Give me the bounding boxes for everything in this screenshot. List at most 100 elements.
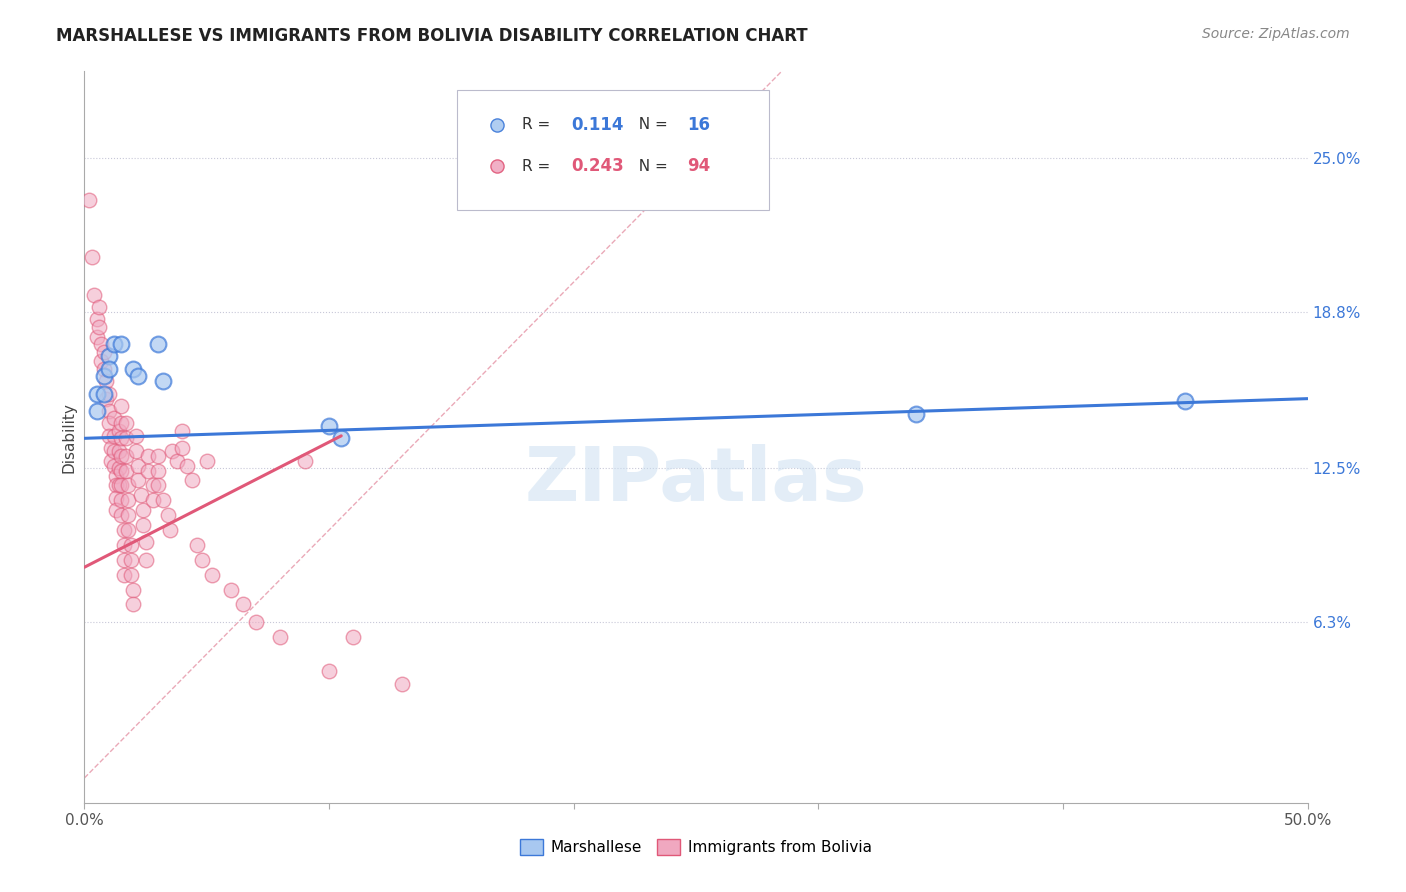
- Text: 16: 16: [688, 116, 710, 134]
- Point: [97, 386, 120, 401]
- Point: [294, 453, 316, 467]
- Point: [110, 431, 132, 445]
- Point: [159, 523, 181, 537]
- Point: [115, 449, 138, 463]
- Point: [97, 404, 120, 418]
- Point: [86, 386, 108, 401]
- Point: [172, 442, 194, 456]
- Point: [97, 362, 120, 376]
- Point: [110, 508, 132, 523]
- Point: [90, 354, 112, 368]
- Point: [195, 453, 218, 467]
- Point: [110, 337, 132, 351]
- Point: [107, 461, 129, 475]
- Point: [132, 503, 155, 517]
- Point: [122, 598, 145, 612]
- Point: [112, 538, 135, 552]
- Point: [186, 538, 208, 552]
- Text: MARSHALLESE VS IMMIGRANTS FROM BOLIVIA DISABILITY CORRELATION CHART: MARSHALLESE VS IMMIGRANTS FROM BOLIVIA D…: [56, 27, 808, 45]
- Point: [107, 478, 129, 492]
- Text: R =: R =: [522, 117, 555, 132]
- Point: [105, 491, 128, 505]
- Point: [110, 417, 132, 431]
- Point: [103, 443, 125, 458]
- Point: [127, 369, 149, 384]
- Point: [105, 503, 128, 517]
- Point: [245, 615, 267, 629]
- Point: [96, 374, 118, 388]
- Text: Source: ZipAtlas.com: Source: ZipAtlas.com: [1202, 27, 1350, 41]
- Point: [200, 567, 222, 582]
- Point: [135, 535, 157, 549]
- Point: [87, 300, 110, 314]
- Point: [176, 458, 198, 473]
- Point: [117, 478, 139, 492]
- Point: [136, 449, 159, 463]
- Point: [110, 399, 132, 413]
- Point: [80, 250, 103, 264]
- Point: [97, 350, 120, 364]
- Point: [132, 518, 155, 533]
- Point: [162, 443, 184, 458]
- Point: [83, 287, 105, 301]
- Point: [318, 418, 340, 433]
- Point: [152, 374, 174, 388]
- Point: [117, 523, 139, 537]
- Text: 94: 94: [688, 158, 710, 176]
- Point: [146, 449, 169, 463]
- Point: [269, 630, 291, 644]
- Point: [103, 458, 125, 473]
- Point: [122, 362, 145, 376]
- Point: [86, 312, 108, 326]
- Point: [232, 598, 254, 612]
- Point: [107, 443, 129, 458]
- Point: [100, 442, 122, 456]
- Point: [112, 553, 135, 567]
- Point: [156, 508, 179, 523]
- Point: [110, 464, 132, 478]
- Point: [86, 329, 108, 343]
- Point: [146, 478, 169, 492]
- Point: [110, 449, 132, 463]
- Point: [127, 458, 149, 473]
- Text: R =: R =: [522, 159, 555, 174]
- Point: [1174, 394, 1197, 409]
- Text: 0.243: 0.243: [571, 158, 624, 176]
- Point: [342, 630, 364, 644]
- Y-axis label: Disability: Disability: [60, 401, 76, 473]
- Text: ZIPatlas: ZIPatlas: [524, 444, 868, 517]
- Point: [166, 453, 188, 467]
- Point: [93, 369, 115, 384]
- Point: [152, 493, 174, 508]
- Point: [146, 464, 169, 478]
- Point: [77, 194, 100, 208]
- Legend: Marshallese, Immigrants from Bolivia: Marshallese, Immigrants from Bolivia: [515, 833, 877, 861]
- Point: [93, 344, 115, 359]
- Point: [330, 431, 353, 445]
- Point: [105, 468, 128, 483]
- FancyBboxPatch shape: [457, 90, 769, 211]
- Point: [86, 404, 108, 418]
- Point: [181, 474, 204, 488]
- Point: [105, 478, 128, 492]
- Point: [100, 453, 122, 467]
- Point: [122, 582, 145, 597]
- Point: [172, 424, 194, 438]
- Point: [112, 523, 135, 537]
- Point: [97, 417, 120, 431]
- Point: [115, 464, 138, 478]
- Point: [219, 582, 242, 597]
- Point: [125, 429, 148, 443]
- Point: [146, 337, 169, 351]
- Point: [120, 538, 142, 552]
- Text: 0.114: 0.114: [571, 116, 624, 134]
- Point: [115, 431, 138, 445]
- Point: [191, 553, 214, 567]
- Point: [107, 424, 129, 438]
- Point: [96, 392, 118, 406]
- Point: [125, 443, 148, 458]
- Point: [120, 553, 142, 567]
- Point: [127, 474, 149, 488]
- Point: [103, 337, 125, 351]
- Point: [142, 478, 165, 492]
